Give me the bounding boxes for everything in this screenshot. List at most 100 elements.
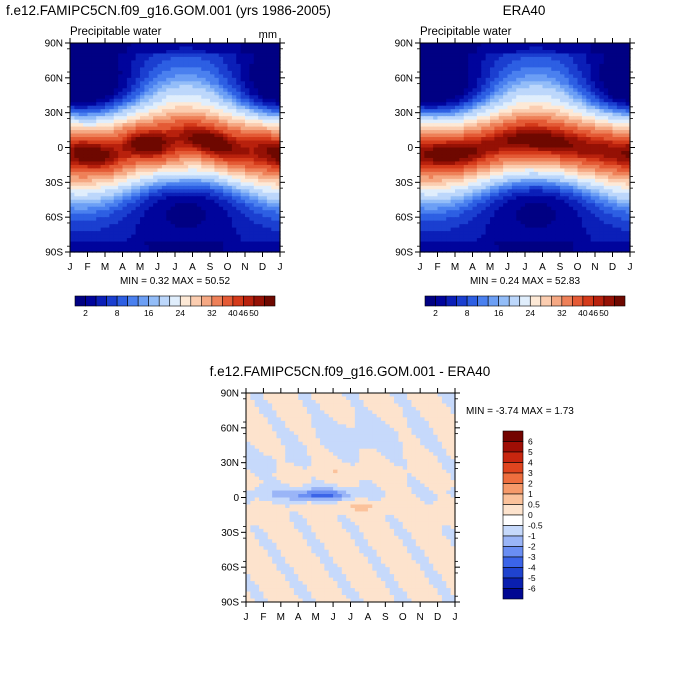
- field-cell: [78, 175, 84, 180]
- field-cell: [529, 109, 535, 114]
- field-cell: [525, 63, 530, 68]
- field-cell: [507, 81, 513, 86]
- field-cell: [201, 60, 207, 65]
- field-cell: [210, 63, 215, 68]
- field-cell: [590, 53, 596, 58]
- field-cell: [481, 150, 487, 156]
- field-cell: [258, 70, 264, 75]
- field-cell: [551, 182, 557, 187]
- field-cell: [205, 189, 211, 194]
- field-cell: [441, 130, 447, 135]
- field-cell: [551, 112, 557, 117]
- field-cell: [463, 56, 469, 62]
- field-cell: [520, 105, 526, 110]
- field-cell: [424, 157, 430, 163]
- field-cell: [122, 60, 128, 65]
- field-cell: [533, 126, 539, 131]
- field-cell: [485, 137, 491, 142]
- field-cell: [468, 116, 474, 121]
- field-cell: [258, 126, 264, 131]
- field-cell: [74, 245, 80, 250]
- field-cell: [266, 109, 272, 114]
- field-cell: [218, 105, 224, 110]
- field-cell: [603, 56, 609, 62]
- field-cell: [463, 182, 469, 187]
- field-cell: [271, 217, 277, 222]
- field-cell: [144, 84, 150, 89]
- field-cell: [503, 116, 509, 121]
- field-cell: [275, 112, 281, 117]
- field-cell: [105, 102, 110, 107]
- field-cell: [214, 119, 220, 124]
- field-cell: [266, 144, 272, 149]
- field-cell: [170, 49, 176, 55]
- field-cell: [87, 77, 93, 82]
- field-cell: [100, 171, 106, 176]
- field-cell: [192, 88, 198, 93]
- field-cell: [428, 133, 434, 138]
- field-cell: [249, 150, 255, 156]
- field-cell: [472, 56, 478, 62]
- field-cell: [227, 206, 233, 211]
- field-cell: [188, 185, 194, 190]
- field-cell: [433, 84, 439, 89]
- field-cell: [258, 199, 264, 204]
- field-cell: [153, 220, 159, 225]
- field-cell: [175, 203, 180, 208]
- field-cell: [266, 206, 272, 211]
- field-cell: [131, 74, 137, 79]
- field-cell: [542, 130, 548, 135]
- field-cell: [179, 95, 185, 100]
- field-cell: [113, 175, 119, 180]
- field-cell: [192, 119, 198, 124]
- field-cell: [249, 189, 255, 194]
- field-cell: [223, 67, 229, 72]
- field-cell: [240, 88, 246, 93]
- field-cell: [201, 46, 207, 51]
- field-cell: [188, 220, 194, 225]
- field-cell: [183, 70, 189, 75]
- field-cell: [507, 140, 513, 145]
- field-cell: [161, 74, 167, 79]
- field-cell: [424, 84, 430, 89]
- field-cell: [161, 213, 167, 218]
- field-cell: [468, 126, 474, 131]
- field-cell: [218, 130, 224, 135]
- field-cell: [511, 123, 517, 128]
- field-cell: [424, 133, 430, 138]
- field-cell: [183, 130, 189, 135]
- field-cell: [433, 185, 439, 190]
- field-cell: [621, 70, 627, 75]
- field-cell: [612, 147, 618, 152]
- field-cell: [472, 178, 478, 183]
- field-cell: [472, 133, 478, 138]
- field-cell: [262, 203, 268, 208]
- field-cell: [188, 133, 194, 138]
- field-cell: [266, 231, 272, 236]
- field-cell: [511, 185, 517, 190]
- field-cell: [266, 203, 272, 208]
- field-cell: [192, 203, 198, 208]
- field-cell: [249, 46, 255, 51]
- field-cell: [503, 46, 509, 51]
- field-cell: [196, 43, 202, 48]
- field-cell: [520, 70, 526, 75]
- field-cell: [490, 123, 495, 128]
- field-cell: [196, 126, 202, 131]
- field-cell: [74, 203, 80, 208]
- field-cell: [494, 161, 500, 166]
- field-cell: [166, 137, 172, 142]
- field-cell: [245, 49, 250, 55]
- field-cell: [140, 224, 145, 229]
- field-cell: [441, 56, 447, 62]
- field-cell: [87, 241, 93, 246]
- field-cell: [538, 130, 544, 135]
- field-cell: [428, 161, 434, 166]
- field-cell: [463, 91, 469, 96]
- field-cell: [126, 137, 132, 142]
- field-cell: [424, 130, 430, 135]
- field-cell: [529, 84, 535, 89]
- field-cell: [91, 123, 97, 128]
- field-cell: [118, 231, 124, 236]
